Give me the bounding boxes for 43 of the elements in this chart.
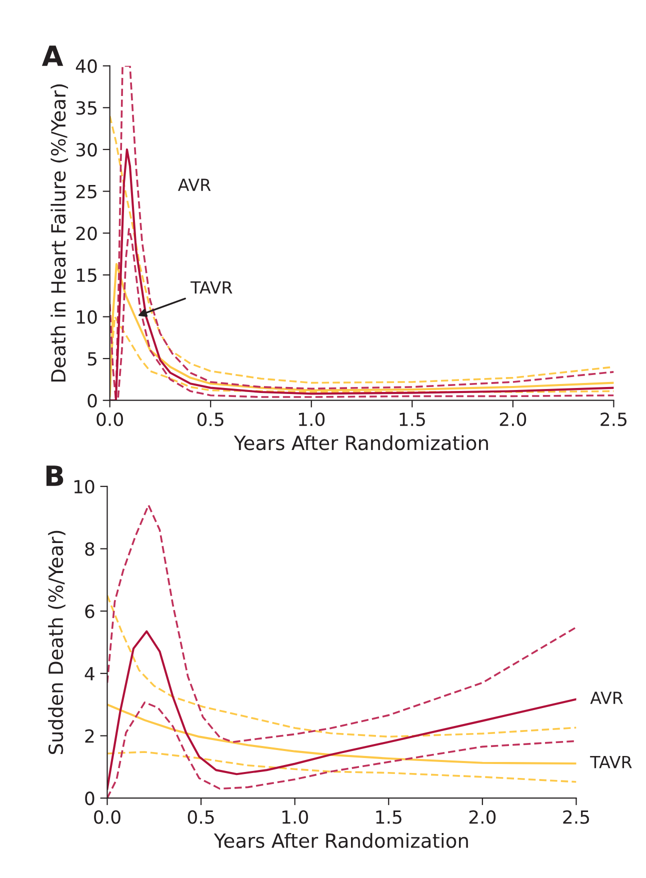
x-tick-label: 0.0	[96, 412, 123, 426]
line-series	[107, 751, 576, 783]
x-tick-label: 1.5	[376, 810, 402, 824]
y-axis-title: Sudden Death (%/Year)	[48, 530, 66, 754]
x-tick-label: 2.0	[469, 810, 496, 824]
x-tick-label: 1.0	[282, 810, 308, 824]
x-tick-label: 0.5	[197, 412, 224, 426]
y-tick-label: 20	[76, 226, 97, 240]
y-tick-label: 35	[76, 101, 96, 115]
x-axis-title: Years After Randomization	[234, 435, 488, 450]
x-tick-label: 2.5	[563, 810, 590, 824]
x-tick-label: 1.5	[400, 412, 425, 426]
series-label: TAVR	[590, 756, 632, 768]
y-tick-label: 10	[74, 480, 94, 494]
y-tick-label: 30	[76, 142, 97, 157]
line-series	[107, 704, 576, 765]
x-tick-label: 0.0	[94, 810, 120, 824]
y-tick-label: 15	[77, 268, 96, 282]
y-tick-label: 2	[85, 729, 94, 743]
y-tick-label: 6	[85, 604, 94, 618]
y-tick-label: 25	[76, 184, 96, 198]
line-series	[107, 504, 576, 743]
x-axis-title: Years After Randomization	[214, 832, 468, 848]
y-tick-label: 5	[88, 352, 96, 366]
x-tick-label: 2.0	[500, 412, 526, 426]
series-label: AVR	[590, 692, 623, 704]
y-tick-label: 40	[76, 59, 97, 73]
chart-title: B	[46, 466, 64, 486]
annotation: AVR	[178, 178, 211, 191]
y-tick-label: 4	[84, 667, 94, 680]
y-tick-label: 8	[85, 542, 94, 556]
chart-title: A	[42, 46, 64, 66]
line-series	[107, 594, 576, 738]
line-series	[107, 630, 576, 790]
y-tick-label: 0	[88, 394, 97, 408]
x-tick-label: 0.5	[188, 810, 214, 824]
y-tick-label: 0	[85, 792, 94, 806]
y-tick-label: 10	[77, 310, 97, 324]
line-series	[110, 263, 614, 398]
x-tick-label: 2.5	[600, 412, 626, 426]
annotation: TAVR	[190, 281, 232, 294]
x-tick-label: 1.0	[299, 412, 325, 426]
y-axis-title: Death in Heart Failure (%/Year)	[50, 84, 68, 382]
